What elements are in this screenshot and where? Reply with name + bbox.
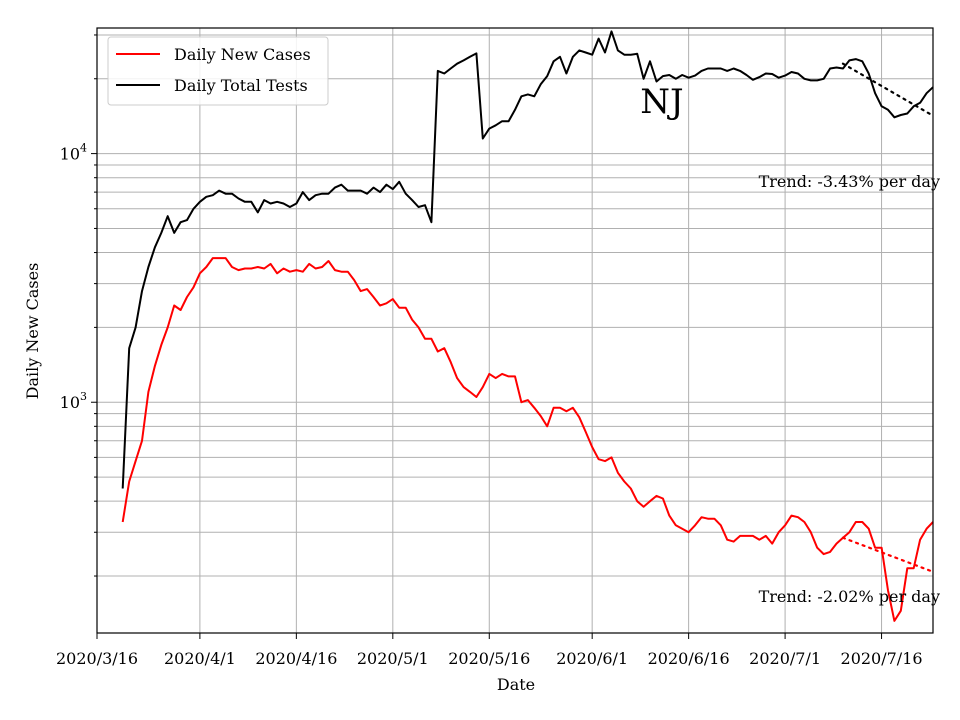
legend-label-cases: Daily New Cases	[174, 45, 311, 64]
grid-lines	[96, 28, 933, 633]
trend-line-tests	[841, 62, 935, 117]
plot-frame	[96, 27, 934, 634]
trend-line-cases	[841, 536, 935, 573]
plot-series	[121, 30, 935, 622]
chart-title: NJ	[640, 82, 683, 122]
y-axis-label: Daily New Cases	[23, 263, 42, 400]
x-tick-label: 2020/7/1	[749, 649, 821, 668]
x-tick-label: 2020/3/16	[56, 649, 138, 668]
x-axis-label: Date	[497, 675, 535, 694]
y-tick-label: 103	[60, 390, 87, 412]
legend: Daily New Cases Daily Total Tests	[107, 36, 329, 106]
x-tick-label: 2020/4/16	[255, 649, 337, 668]
trend-annotation-tests: Trend: -3.43% per day	[759, 172, 940, 191]
trend-annotation-cases: Trend: -2.02% per day	[759, 587, 940, 606]
x-tick-label: 2020/6/1	[556, 649, 628, 668]
series-line-daily-total-tests	[121, 30, 934, 489]
x-tick-label: 2020/6/16	[648, 649, 730, 668]
legend-label-tests: Daily Total Tests	[174, 76, 308, 95]
x-tick-label: 2020/5/16	[448, 649, 530, 668]
x-tick-label: 2020/7/16	[841, 649, 923, 668]
legend-box	[107, 36, 329, 106]
x-tick-label: 2020/5/1	[357, 649, 429, 668]
y-tick-label: 104	[60, 142, 87, 164]
axis-ticks: 2020/3/16 2020/4/1 2020/4/16 2020/5/1 2020/5…	[56, 34, 923, 668]
x-tick-label: 2020/4/1	[164, 649, 236, 668]
series-line-daily-new-cases	[121, 257, 934, 622]
